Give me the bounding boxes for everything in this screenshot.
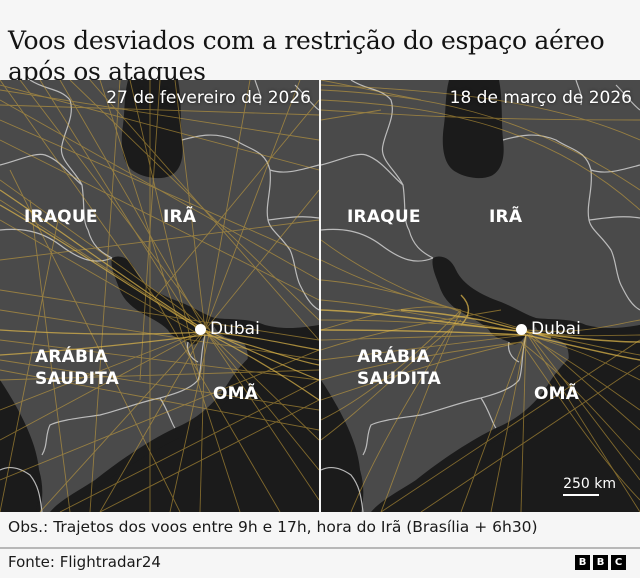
country-label-saudi-line1: ARÁBIA [35, 347, 109, 367]
country-label-oman: OMÃ [213, 384, 259, 404]
city-dot-icon [195, 323, 206, 335]
footer-divider [0, 547, 640, 549]
source-credit: Fonte: Flightradar24 [8, 553, 161, 571]
scale-bar: 250 km [563, 476, 616, 496]
map-panel-after: 18 de março de 2026 IRAQUE IRÃ ARÁBIA SA… [321, 80, 640, 512]
bbc-logo: B B C [575, 555, 626, 570]
city-dot-icon [516, 323, 527, 335]
panel-date: 18 de março de 2026 [449, 88, 632, 108]
logo-letter: C [611, 555, 626, 570]
scale-bar-label: 250 km [563, 476, 616, 492]
city-marker-dubai: Dubai [516, 319, 581, 339]
map-base-after [321, 80, 640, 512]
country-label-saudi-line1: ARÁBIA [357, 347, 431, 367]
country-label-saudi-line2: SAUDITA [357, 369, 441, 389]
country-label-iraq: IRAQUE [24, 207, 98, 227]
city-name: Dubai [210, 319, 260, 339]
footnote: Obs.: Trajetos dos voos entre 9h e 17h, … [8, 518, 538, 536]
country-label-saudi-line2: SAUDITA [35, 369, 119, 389]
city-marker-dubai: Dubai [195, 319, 260, 339]
country-label-iraq: IRAQUE [347, 207, 421, 227]
map-comparison: 27 de fevereiro de 2026 IRAQUE IRÃ ARÁBI… [0, 80, 640, 512]
city-name: Dubai [531, 319, 581, 339]
map-base-before [0, 80, 319, 512]
scale-bar-line [563, 494, 600, 496]
logo-letter: B [593, 555, 608, 570]
logo-letter: B [575, 555, 590, 570]
country-label-iran: IRÃ [489, 207, 523, 227]
chart-title: Voos desviados com a restrição do espaço… [8, 25, 605, 86]
panel-date: 27 de fevereiro de 2026 [106, 88, 311, 108]
country-label-iran: IRÃ [163, 207, 197, 227]
map-panel-before: 27 de fevereiro de 2026 IRAQUE IRÃ ARÁBI… [0, 80, 319, 512]
country-label-oman: OMÃ [534, 384, 580, 404]
